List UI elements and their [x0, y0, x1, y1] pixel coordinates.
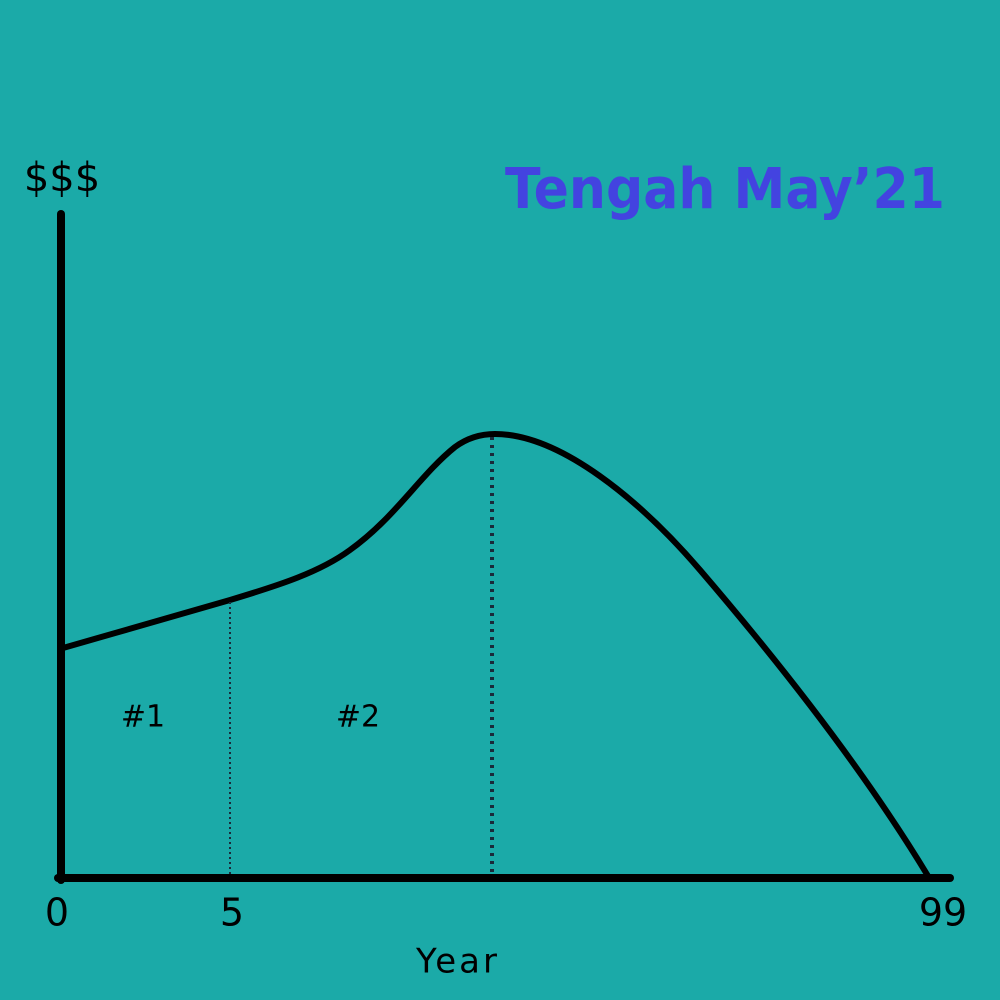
x-axis-label: Year	[415, 942, 500, 982]
x-tick-label: 5	[220, 891, 244, 935]
region-label: #1	[121, 700, 165, 735]
title: Tengah May’21	[505, 157, 945, 222]
x-tick-label: 99	[919, 891, 967, 935]
region-label: #2	[336, 700, 380, 735]
y-axis-label: $$$	[24, 155, 100, 201]
x-tick-label: 0	[45, 891, 69, 935]
curve	[60, 431, 931, 879]
